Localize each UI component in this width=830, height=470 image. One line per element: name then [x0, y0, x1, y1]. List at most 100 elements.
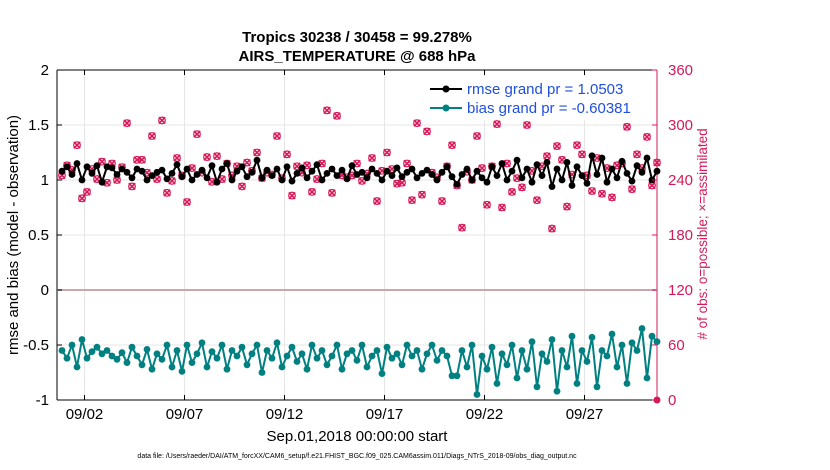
rmse-point [58, 167, 66, 175]
rmse-point [598, 154, 606, 162]
y-tick-label: 1.5 [28, 117, 49, 134]
rmse-point [383, 167, 391, 175]
bias-point [568, 332, 576, 340]
rmse-point [553, 165, 561, 173]
x-tick-label: 09/02 [66, 406, 104, 423]
rmse-point [258, 174, 266, 182]
rmse-point [393, 164, 401, 172]
rmse-point [168, 170, 176, 177]
rmse-point [78, 176, 86, 184]
bias-point [328, 352, 336, 360]
bias-point [653, 338, 661, 346]
y-tick-label: 0.5 [28, 227, 49, 244]
rmse-point [108, 164, 116, 172]
y-tick-label: -1 [36, 392, 49, 409]
obs-possible-point [373, 197, 381, 205]
bias-point [533, 383, 541, 391]
bias-point [528, 338, 536, 346]
rmse-point [323, 170, 331, 177]
obs-assimilated-point [203, 153, 211, 161]
obs-possible-point [203, 153, 211, 161]
bias-point [498, 350, 506, 358]
obs-assimilated-point [563, 202, 571, 211]
y-right-tick-label: 60 [668, 337, 685, 354]
chart-subtitle: AIRS_TEMPERATURE @ 688 hPa [239, 48, 477, 65]
rmse-point [633, 162, 641, 170]
rmse-point [123, 168, 131, 176]
x-tick-label: 09/22 [466, 406, 504, 423]
rmse-point [493, 172, 501, 180]
bias-point [218, 341, 226, 349]
rmse-point [573, 163, 581, 171]
obs-possible-point [548, 224, 556, 233]
y-tick-label: 2 [41, 62, 49, 79]
legend-rmse-label: rmse grand pr = 1.0503 [467, 81, 623, 98]
obs-possible-point [473, 132, 481, 140]
rmse-point [178, 173, 186, 181]
rmse-point [348, 162, 356, 170]
bias-point [173, 347, 181, 354]
bias-point [253, 341, 261, 349]
obs-assimilated-point [438, 197, 446, 205]
rmse-point [413, 174, 421, 182]
bias-point [223, 365, 231, 373]
obs-assimilated-point [608, 193, 616, 202]
bias-point [433, 357, 441, 364]
obs-assimilated-point [648, 181, 656, 190]
rmse-point [523, 165, 531, 173]
obs-assimilated-point [383, 148, 391, 157]
bias-point [538, 350, 546, 358]
rmse-point [543, 159, 551, 166]
rmse-point [148, 172, 156, 180]
bias-point [163, 341, 171, 349]
legend-box [425, 76, 653, 120]
obs-assimilated-point [633, 150, 641, 159]
obs-assimilated-point [533, 196, 541, 204]
rmse-point [68, 171, 76, 178]
y-tick-label: -0.5 [23, 337, 49, 354]
rmse-point [483, 178, 491, 186]
legend-rmse-marker [442, 85, 450, 93]
rmse-point [508, 167, 516, 175]
obs-assimilated-point [448, 141, 456, 149]
obs-possible-point [418, 190, 426, 199]
rmse-point [603, 178, 611, 186]
rmse-point [518, 174, 526, 182]
bias-point [283, 352, 291, 360]
rmse-point [478, 174, 486, 182]
rmse-point [63, 163, 71, 171]
bias-point [353, 357, 361, 364]
rmse-point [143, 176, 151, 184]
rmse-point [408, 165, 416, 173]
rmse-point [368, 165, 376, 173]
rmse-point [158, 166, 166, 174]
obs-possible-point [588, 187, 596, 195]
rmse-point [388, 172, 396, 180]
obs-possible-point [508, 188, 516, 196]
obs-possible-point [333, 111, 341, 120]
legend-bias-marker [442, 104, 450, 112]
rmse-point [628, 177, 636, 185]
x-tick-label: 09/07 [166, 406, 204, 423]
obs-possible-point [483, 200, 491, 209]
bias-point [578, 347, 586, 354]
obs-assimilated-point [163, 189, 171, 197]
rmse-point [293, 170, 301, 177]
obs-assimilated-point [213, 152, 221, 160]
obs-assimilated-point [238, 182, 246, 191]
obs-possible-point [573, 141, 581, 150]
bias-point [358, 341, 366, 349]
chart-title: Tropics 30238 / 30458 = 99.278% [242, 29, 472, 46]
obs-possible-point [358, 177, 366, 185]
rmse-point [438, 168, 446, 176]
obs-possible-point [73, 141, 81, 150]
x-tick-label: 09/27 [566, 406, 604, 423]
obs-assimilated-point [83, 188, 91, 196]
bias-point [138, 361, 146, 369]
rmse-point [248, 168, 256, 176]
obs-assimilated-point [498, 203, 506, 212]
obs-assimilated-point [98, 157, 106, 166]
bias-point [563, 363, 571, 371]
rmse-point [453, 181, 461, 188]
obs-assimilated-point [123, 119, 131, 127]
